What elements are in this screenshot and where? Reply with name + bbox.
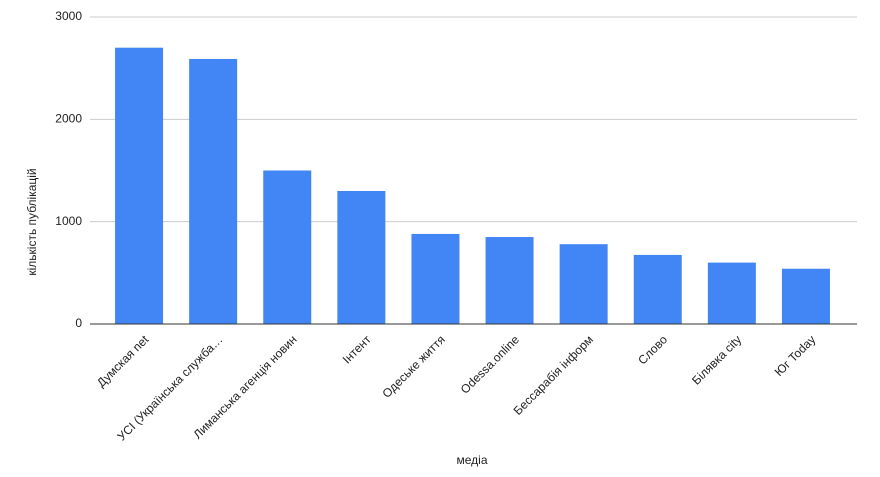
y-tick-label: 0 — [75, 316, 82, 330]
x-tick-label: Слово — [635, 332, 670, 367]
x-axis-title: медіа — [456, 453, 487, 467]
x-tick-label: Одеське життя — [379, 332, 447, 400]
y-axis-title: кількість публікацій — [25, 168, 39, 275]
y-tick-label: 2000 — [55, 112, 82, 126]
y-tick-label: 3000 — [55, 9, 82, 23]
bar — [559, 244, 608, 324]
x-tick-label: Odessa.online — [458, 332, 522, 396]
bar — [337, 190, 386, 324]
bar — [781, 268, 830, 324]
bar — [707, 262, 756, 324]
bar — [633, 254, 682, 324]
bar — [115, 47, 164, 324]
x-tick-label: Бессарабія інформ — [511, 332, 596, 417]
bar — [189, 58, 238, 324]
bar — [263, 170, 312, 324]
bar — [411, 233, 460, 324]
x-tick-label: Думская net — [94, 332, 152, 390]
x-tick-label: Юг Today — [772, 332, 819, 379]
x-tick-label: Інтент — [340, 332, 374, 366]
bar — [485, 237, 534, 324]
x-tick-label: Білявка city — [689, 332, 744, 387]
y-tick-label: 1000 — [55, 214, 82, 228]
